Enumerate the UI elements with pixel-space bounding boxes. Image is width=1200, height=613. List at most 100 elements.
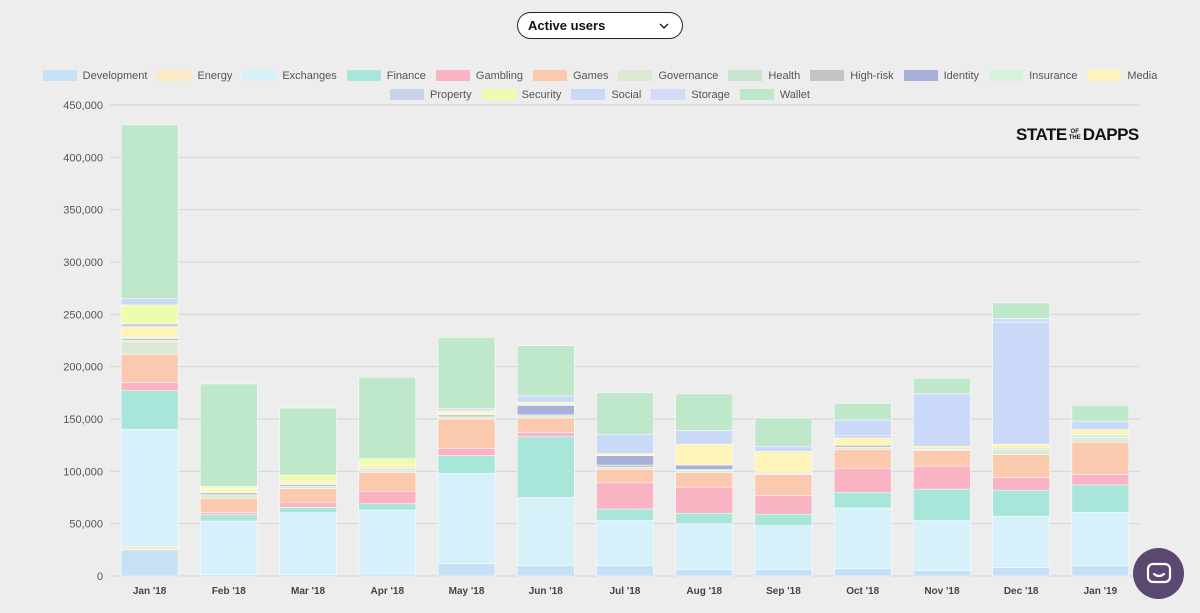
legend-item-exchanges[interactable]: Exchanges — [242, 69, 337, 82]
legend-label: Security — [521, 88, 562, 101]
x-tick-label: Jul '18 — [610, 586, 641, 597]
legend-label: Social — [611, 88, 642, 101]
legend-swatch — [390, 89, 424, 100]
legend-label: Energy — [197, 69, 233, 82]
bar-segment-finance — [120, 390, 179, 430]
bar-segment-gambling — [675, 486, 733, 514]
chat-icon — [1146, 562, 1171, 583]
bar-segment-finance — [992, 489, 1050, 517]
bar-segment-games — [596, 468, 654, 484]
bar-segment-security — [279, 474, 337, 481]
legend-swatch — [435, 70, 470, 81]
bar-segment-governance — [596, 466, 654, 470]
bar-segment-wallet — [833, 403, 892, 421]
bar-segment-exchanges — [437, 473, 496, 564]
legend-row: Development Energy Exchanges Finance Gamblin… — [0, 66, 1200, 85]
bar-segment-exchanges — [517, 497, 575, 566]
legend-label: Gambling — [475, 69, 523, 82]
bar-segment-gambling — [358, 490, 417, 505]
bar-segment-media — [200, 488, 258, 492]
legend-item-property[interactable]: Property — [390, 89, 472, 101]
bar-segment-development — [754, 569, 813, 577]
bar-segment-media — [992, 443, 1050, 449]
bar-segment-games — [833, 449, 892, 469]
bar-segment-social — [833, 419, 892, 436]
legend-swatch — [739, 89, 774, 100]
chevron-down-icon — [659, 23, 669, 29]
legend-label: Insurance — [1029, 69, 1078, 82]
bar-segment-wallet — [120, 124, 179, 299]
bar-segment-exchanges — [200, 520, 258, 575]
bar-segment-high-risk — [200, 492, 258, 496]
legend-item-media[interactable]: Media — [1087, 70, 1157, 82]
legend-label: Property — [430, 88, 472, 101]
bar-segment-development — [120, 549, 179, 577]
bar-segment-gambling — [120, 382, 179, 391]
bar-segment-security — [120, 304, 179, 325]
bar-segment-exchanges — [992, 516, 1050, 568]
legend-label: Exchanges — [282, 69, 337, 82]
y-tick-label: 200,000 — [63, 362, 103, 374]
legend-item-finance[interactable]: Finance — [346, 70, 426, 82]
bar-segment-exchanges — [675, 523, 733, 570]
legend-swatch — [532, 70, 567, 81]
x-tick-label: Nov '18 — [924, 586, 960, 597]
bar-segment-energy — [120, 546, 179, 551]
legend-item-health[interactable]: Health — [728, 70, 800, 82]
x-tick-label: May '18 — [449, 586, 485, 597]
bar-segment-development — [358, 573, 417, 577]
metric-select[interactable]: Active users — [517, 12, 683, 39]
legend-label: Games — [572, 69, 609, 82]
legend-label: Storage — [691, 88, 730, 101]
bar-segment-finance — [200, 514, 258, 522]
legend-item-energy[interactable]: Energy — [157, 70, 232, 82]
bar-segment-exchanges — [358, 509, 417, 575]
legend-swatch — [651, 89, 686, 100]
bar-segment-social — [754, 445, 813, 452]
bar-segment-finance — [596, 508, 654, 521]
bar-segment-media — [517, 402, 575, 405]
x-tick-label: Jan '18 — [133, 586, 167, 597]
bar-segment-media — [279, 479, 337, 484]
bar-segment-exchanges — [754, 525, 813, 570]
legend-item-gambling[interactable]: Gambling — [435, 69, 523, 82]
bar-segment-governance — [833, 447, 892, 450]
legend-item-governance[interactable]: Governance — [618, 70, 718, 82]
bar-segment-exchanges — [120, 429, 179, 547]
legend-label: Identity — [943, 69, 980, 82]
legend-label: Media — [1127, 69, 1158, 82]
bar-segment-social — [517, 395, 575, 403]
bar-segment-social — [992, 322, 1050, 445]
legend-swatch — [810, 70, 845, 81]
legend-item-security[interactable]: Security — [481, 88, 562, 101]
x-tick-label: Sep '18 — [766, 586, 801, 597]
bar-segment-development — [913, 570, 971, 577]
legend-item-development[interactable]: Development — [42, 69, 148, 82]
legend-swatch — [989, 70, 1024, 81]
bar-segment-gambling — [992, 477, 1050, 491]
bar-segment-property — [833, 435, 892, 439]
legend-item-high-risk[interactable]: High-risk — [810, 70, 894, 82]
legend-item-wallet[interactable]: Wallet — [739, 89, 810, 101]
legend-item-social[interactable]: Social — [571, 89, 641, 101]
legend-item-games[interactable]: Games — [532, 69, 609, 82]
bar-segment-media — [1071, 429, 1130, 435]
bar-segment-high-risk — [437, 414, 496, 418]
bar-segment-finance — [437, 455, 496, 474]
bar-segment-governance — [358, 470, 417, 473]
legend-label: Development — [82, 69, 148, 82]
bar-segment-wallet — [1071, 405, 1130, 422]
legend-item-identity[interactable]: Identity — [903, 69, 980, 82]
bar-segment-security — [200, 486, 258, 489]
bar-segment-social — [913, 393, 971, 447]
bar-segment-high-risk — [596, 464, 654, 468]
legend-item-insurance[interactable]: Insurance — [989, 70, 1077, 82]
bar-segment-finance — [279, 507, 337, 513]
y-tick-label: 50,000 — [69, 519, 103, 531]
bar-segment-media — [675, 443, 733, 466]
bar-segment-finance — [675, 512, 733, 524]
legend-item-storage[interactable]: Storage — [651, 89, 730, 101]
bar-segment-media — [754, 451, 813, 473]
chat-button[interactable] — [1133, 548, 1184, 599]
